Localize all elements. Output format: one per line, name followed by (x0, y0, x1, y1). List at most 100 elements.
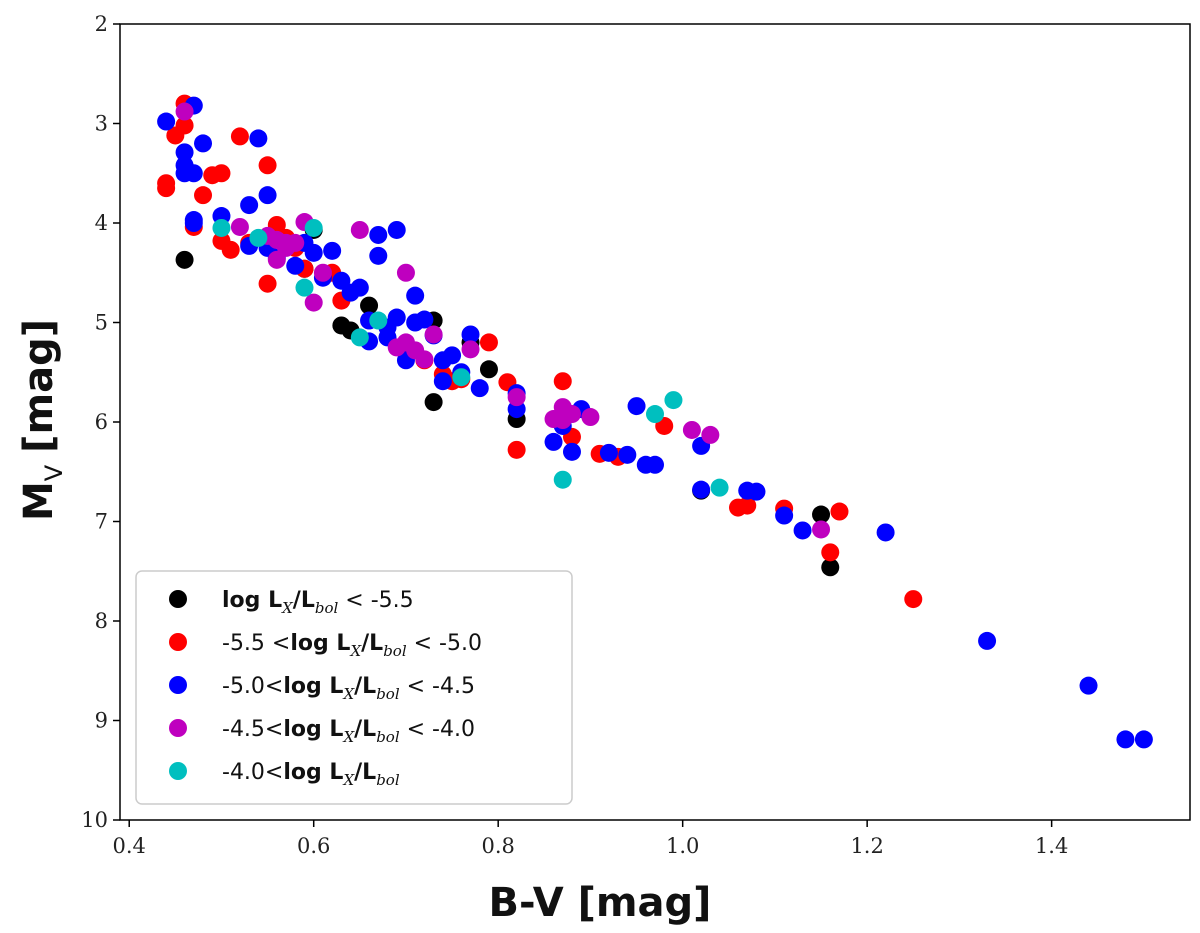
legend-marker (169, 719, 187, 737)
legend-label-part: X (349, 642, 362, 660)
legend: log LX/Lbol < -5.5-5.5 <log LX/Lbol < -5… (135, 570, 573, 805)
legend-label-part: X (281, 599, 294, 617)
data-point (369, 225, 388, 244)
data-point (221, 240, 240, 259)
legend-label-part: bol (376, 685, 400, 703)
y-tick-label: 3 (95, 112, 108, 136)
data-point (406, 286, 425, 305)
data-point (295, 278, 314, 297)
data-point (812, 520, 831, 539)
data-point (369, 246, 388, 265)
data-point (175, 143, 194, 162)
data-point (286, 233, 305, 252)
data-points (157, 94, 1153, 749)
legend-label-part: /L (354, 760, 376, 785)
data-point (157, 179, 176, 198)
data-point (562, 442, 581, 461)
series-3 (175, 102, 831, 539)
data-point (212, 164, 231, 183)
data-point (618, 445, 637, 464)
data-point (479, 360, 498, 379)
legend-label-part: < -4.0 (400, 717, 475, 742)
legend-label-part: /L (293, 588, 315, 613)
x-tick-label: 1.0 (666, 834, 699, 858)
data-point (646, 455, 664, 474)
data-point (646, 405, 664, 424)
data-point (627, 397, 646, 416)
data-point (350, 278, 369, 297)
data-point (194, 134, 213, 153)
y-tick-label: 9 (95, 709, 108, 733)
data-point (323, 241, 342, 260)
data-point (452, 368, 471, 387)
data-point (387, 220, 406, 239)
legend-label-part: bol (383, 642, 407, 660)
data-point (175, 116, 194, 135)
legend-label-part: -5.5 < (222, 631, 290, 656)
data-point (664, 391, 683, 410)
data-point (562, 405, 581, 424)
data-point (701, 425, 720, 444)
y-tick-label: 6 (95, 410, 108, 434)
data-point (904, 590, 923, 609)
y-tick-label: 2 (95, 12, 108, 36)
data-point (424, 393, 443, 412)
legend-label-part: < -5.5 (338, 588, 413, 613)
legend-label-part: X (342, 685, 355, 703)
x-axis: 0.4 0.6 0.8 1.0 1.2 1.4 (113, 820, 1068, 858)
data-point (396, 263, 415, 282)
y-tick-label: 10 (81, 808, 108, 832)
data-point (710, 478, 729, 497)
data-point (479, 333, 498, 352)
data-point (258, 156, 277, 175)
y-tick-label: 7 (95, 510, 108, 534)
data-point (1079, 676, 1098, 695)
data-point (1134, 730, 1153, 749)
data-point (387, 308, 406, 327)
x-tick-label: 0.4 (113, 834, 146, 858)
data-point (157, 112, 176, 131)
data-point (876, 523, 895, 542)
data-point (184, 214, 203, 232)
legend-label: log LX/Lbol < -5.5 (222, 588, 414, 617)
data-point (350, 328, 369, 347)
data-point (793, 521, 812, 540)
data-point (599, 443, 618, 462)
legend-label: -4.5<log LX/Lbol < -4.0 (222, 717, 475, 746)
data-point (507, 388, 526, 407)
legend-label-part: bol (376, 771, 400, 789)
legend-label-part: log L (283, 760, 343, 785)
legend-label-part: log L (222, 588, 282, 613)
data-point (443, 346, 462, 365)
legend-label-part: /L (361, 631, 383, 656)
y-axis-title: MV [mag] (16, 319, 68, 521)
y-axis-title-unit: [mag] (16, 319, 62, 453)
data-point (240, 196, 259, 215)
series-4 (212, 218, 729, 497)
data-point (249, 228, 268, 247)
data-point (821, 543, 840, 562)
data-point (184, 164, 203, 183)
legend-label-part: bol (315, 599, 339, 617)
y-axis-title-sub: V (40, 464, 68, 481)
legend-label: -4.0<log LX/Lbol (222, 760, 400, 789)
data-point (304, 218, 323, 237)
data-point (304, 293, 323, 312)
x-tick-label: 1.2 (850, 834, 883, 858)
data-point (978, 631, 997, 650)
data-point (747, 482, 766, 501)
x-tick-label: 1.4 (1035, 834, 1068, 858)
data-point (194, 186, 213, 205)
legend-label-part: -5.0< (222, 674, 283, 699)
data-point (175, 102, 194, 121)
data-point (821, 558, 840, 577)
data-point (553, 470, 572, 489)
data-point (461, 340, 480, 359)
legend-label-part: < -5.0 (407, 631, 482, 656)
data-point (249, 129, 268, 148)
y-axis-title-main: M (16, 481, 62, 521)
data-point (415, 350, 434, 369)
x-axis-title: B-V [mag] (489, 880, 712, 926)
y-axis: 2 3 4 5 6 7 8 9 10 (81, 12, 120, 832)
data-point (230, 127, 249, 146)
